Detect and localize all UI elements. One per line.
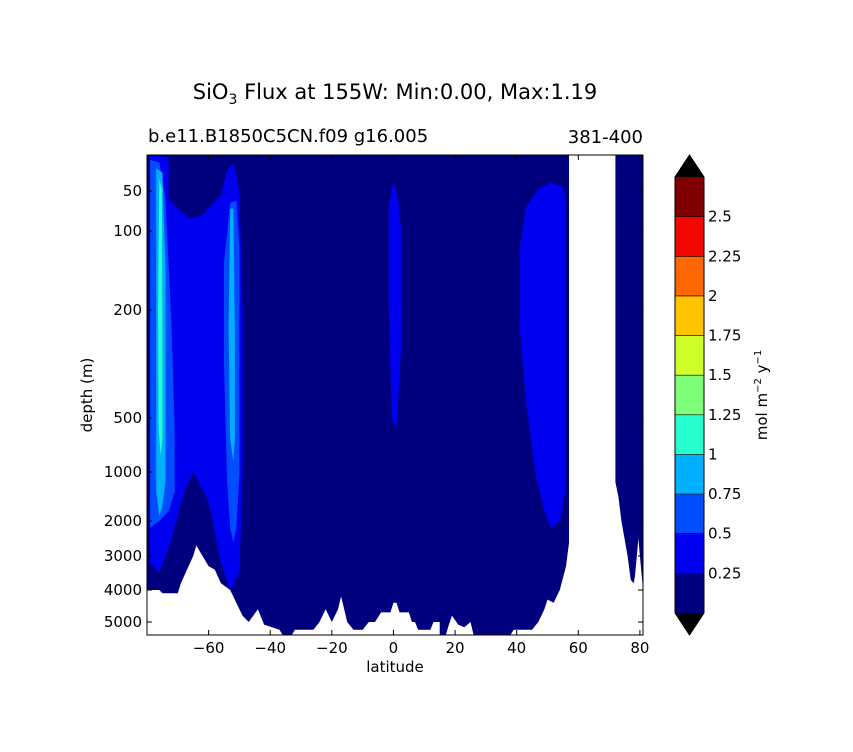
x-axis: −60 −40 −20 0 20 40 60 80	[193, 155, 649, 657]
y-tick-label-0: 50	[123, 182, 142, 200]
land-mask	[147, 155, 643, 635]
contour-region-1	[388, 180, 402, 429]
colorbar-tick-label-6: 1.75	[708, 327, 741, 345]
contour-region-6	[228, 208, 235, 462]
x-tick-label-2: −20	[316, 639, 348, 657]
x-tick-label-6: 60	[569, 639, 588, 657]
colorbar-swatch-10	[675, 177, 704, 218]
chart-title: SiO3 Flux at 155W: Min:0.00, Max:1.19	[193, 80, 597, 108]
colorbar-swatch-6	[675, 335, 704, 376]
x-axis-label: latitude	[366, 658, 424, 676]
colorbar-swatch-7	[675, 295, 704, 336]
colorbar-label-mid: y	[753, 364, 771, 378]
y-tick-label-5: 2000	[104, 512, 142, 530]
colorbar-extend-high	[675, 155, 704, 177]
x-tick-label-3: 0	[389, 639, 399, 657]
y-axis-label: depth (m)	[78, 358, 96, 433]
y-axis: 50 100 200 500 1000 2000 3000 4000 5000	[104, 182, 643, 631]
chart-subtitle-right: 381-400	[568, 127, 643, 148]
colorbar-tick-label-3: 1	[708, 445, 718, 463]
colorbar-label: mol m−2 y−1	[753, 350, 771, 441]
plot-frame	[146, 154, 644, 636]
colorbar-swatch-1	[675, 533, 704, 574]
contour-layer	[150, 155, 566, 590]
colorbar-swatch-9	[675, 216, 704, 257]
colorbar-tick-label-0: 0.25	[708, 564, 741, 582]
colorbar-tick-label-2: 0.75	[708, 485, 741, 503]
colorbar-tick-label-7: 2	[708, 287, 718, 305]
colorbar-swatch-3	[675, 454, 704, 495]
y-tick-label-2: 200	[113, 301, 142, 319]
y-tick-label-4: 1000	[104, 463, 142, 481]
colorbar-tick-label-5: 1.5	[708, 366, 732, 384]
colorbar-swatch-5	[675, 375, 704, 416]
chart-subtitle-left: b.e11.B1850C5CN.f09 g16.005	[148, 126, 428, 147]
y-tick-label-7: 4000	[104, 581, 142, 599]
x-tick-label-4: 20	[446, 639, 465, 657]
y-tick-label-3: 500	[113, 409, 142, 427]
colorbar-tick-label-1: 0.5	[708, 525, 732, 543]
x-tick-label-1: −40	[254, 639, 286, 657]
y-tick-label-8: 5000	[104, 613, 142, 631]
colorbar-label-prefix: mol m	[753, 393, 771, 440]
colorbar-label-sup1: −2	[753, 378, 764, 393]
x-tick-label-0: −60	[193, 639, 225, 657]
colorbar-tick-label-4: 1.25	[708, 406, 741, 424]
colorbar-tick-label-8: 2.25	[708, 247, 741, 265]
y-tick-label-1: 100	[113, 222, 142, 240]
land-column-0	[569, 155, 616, 635]
colorbar-tick-label-9: 2.5	[708, 208, 732, 226]
title-prefix: SiO	[193, 80, 229, 104]
y-tick-label-6: 3000	[104, 547, 142, 565]
title-subscript: 3	[228, 92, 237, 108]
x-tick-label-5: 40	[507, 639, 526, 657]
contour-region-7	[158, 178, 163, 456]
colorbar-outline	[674, 154, 705, 636]
contour-region-2	[519, 182, 566, 529]
title-suffix: Flux at 155W: Min:0.00, Max:1.19	[237, 80, 597, 104]
colorbar-swatch-4	[675, 414, 704, 455]
colorbar: 0.25 0.5 0.75 1 1.25 1.5 1.75 2 2.25 2.5	[674, 154, 741, 636]
colorbar-swatch-8	[675, 256, 704, 297]
x-tick-label-7: 80	[630, 639, 649, 657]
colorbar-extend-low	[675, 613, 704, 635]
plot-area	[147, 155, 643, 635]
colorbar-swatch-2	[675, 494, 704, 535]
colorbar-label-sup2: −1	[753, 350, 764, 365]
colorbar-swatch-0	[675, 573, 704, 614]
